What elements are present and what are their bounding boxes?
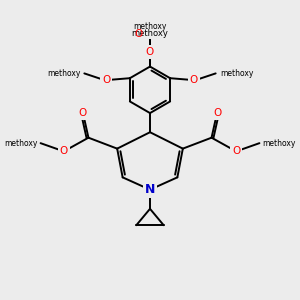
- Text: O: O: [232, 146, 240, 156]
- Text: O: O: [146, 47, 154, 57]
- Text: O: O: [79, 108, 87, 118]
- Text: O: O: [134, 29, 142, 39]
- Text: methoxy: methoxy: [220, 69, 253, 78]
- Text: methoxy: methoxy: [132, 29, 168, 38]
- Text: methoxy: methoxy: [262, 139, 296, 148]
- Text: O: O: [146, 47, 154, 57]
- Text: N: N: [145, 183, 155, 196]
- Text: methoxy: methoxy: [133, 22, 167, 31]
- Text: O: O: [213, 108, 221, 118]
- Text: O: O: [102, 75, 110, 85]
- Text: O: O: [60, 146, 68, 156]
- Text: O: O: [190, 75, 198, 85]
- Text: methoxy: methoxy: [4, 139, 38, 148]
- Text: methoxy: methoxy: [47, 69, 80, 78]
